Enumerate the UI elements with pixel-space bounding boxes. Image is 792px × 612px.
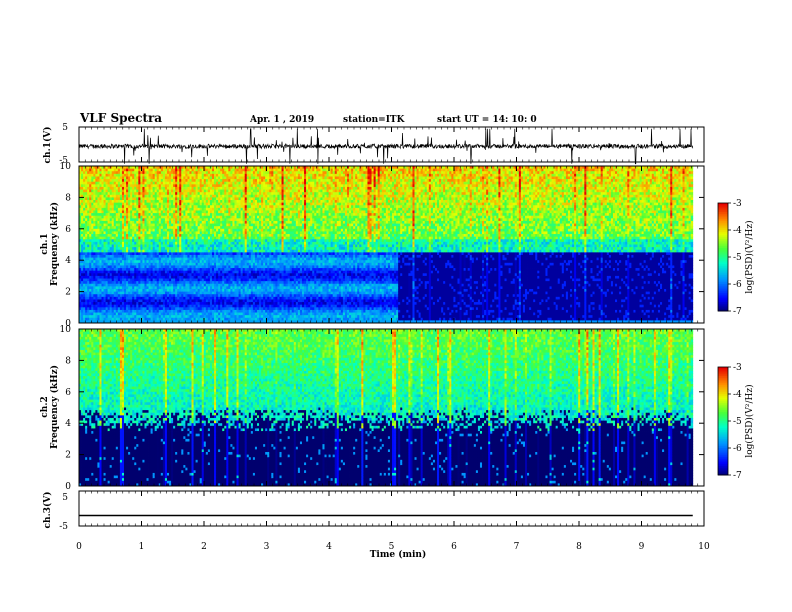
station-label: station=ITK [343, 115, 406, 125]
figure-title: VLF Spectra [79, 111, 162, 125]
start-time-label: start UT = 14: 10: 0 [437, 115, 537, 125]
ch1-waveform-ylabel: ch.1(V) [42, 127, 53, 164]
date-label: Apr. 1 , 2019 [249, 115, 314, 125]
ch1-ytick-top: 5 [62, 123, 68, 133]
ch1-spectrogram-image [79, 166, 693, 323]
